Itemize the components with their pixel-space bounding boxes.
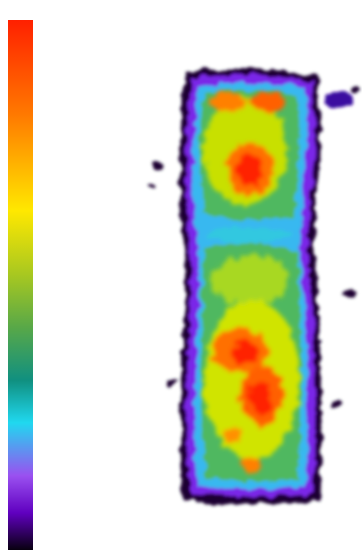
color-scale — [8, 20, 33, 550]
pressure-hotspots — [203, 92, 300, 473]
stray-spots — [149, 86, 360, 408]
